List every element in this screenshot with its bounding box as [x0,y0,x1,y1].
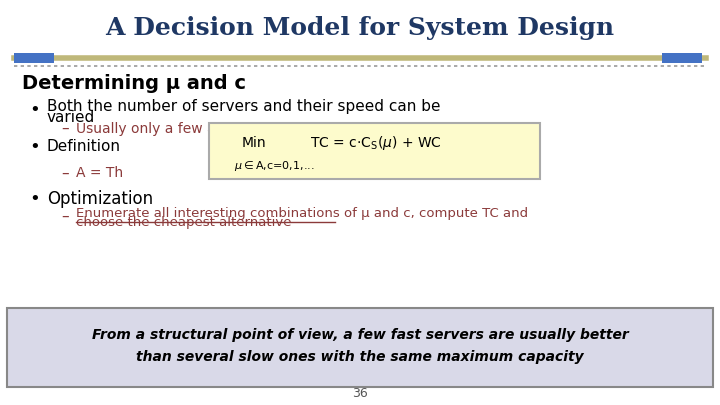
Text: •: • [29,101,40,119]
Text: 36: 36 [352,387,368,400]
Text: Definition: Definition [47,139,121,154]
Text: Usually only a few alternatives are available: Usually only a few alternatives are avai… [76,122,384,136]
Text: A Decision Model for System Design: A Decision Model for System Design [105,16,615,40]
FancyBboxPatch shape [14,53,54,63]
FancyBboxPatch shape [209,123,540,179]
Text: TC = c$\cdot$C$_\mathrm{S}$($\mu$) + WC: TC = c$\cdot$C$_\mathrm{S}$($\mu$) + WC [310,134,441,152]
Text: Both the number of servers and their speed can be: Both the number of servers and their spe… [47,99,441,114]
Text: $\mu$$\in$A,c=0,1,...: $\mu$$\in$A,c=0,1,... [234,159,315,173]
Text: •: • [29,190,40,208]
Text: •: • [29,138,40,156]
FancyBboxPatch shape [7,308,713,387]
Text: Enumerate all interesting combinations of μ and c, compute TC and: Enumerate all interesting combinations o… [76,207,528,220]
Text: Min: Min [241,136,266,150]
Text: –: – [61,166,69,181]
Text: varied: varied [47,110,95,125]
FancyBboxPatch shape [662,53,702,63]
Text: Determining μ and c: Determining μ and c [22,74,246,92]
Text: Optimization: Optimization [47,190,153,208]
Text: choose the cheapest alternative: choose the cheapest alternative [76,216,291,229]
Text: From a structural point of view, a few fast servers are usually better: From a structural point of view, a few f… [91,328,629,342]
Text: than several slow ones with the same maximum capacity: than several slow ones with the same max… [136,350,584,364]
Text: A = Th: A = Th [76,166,122,180]
Text: –: – [61,121,69,136]
Text: –: – [61,209,69,224]
